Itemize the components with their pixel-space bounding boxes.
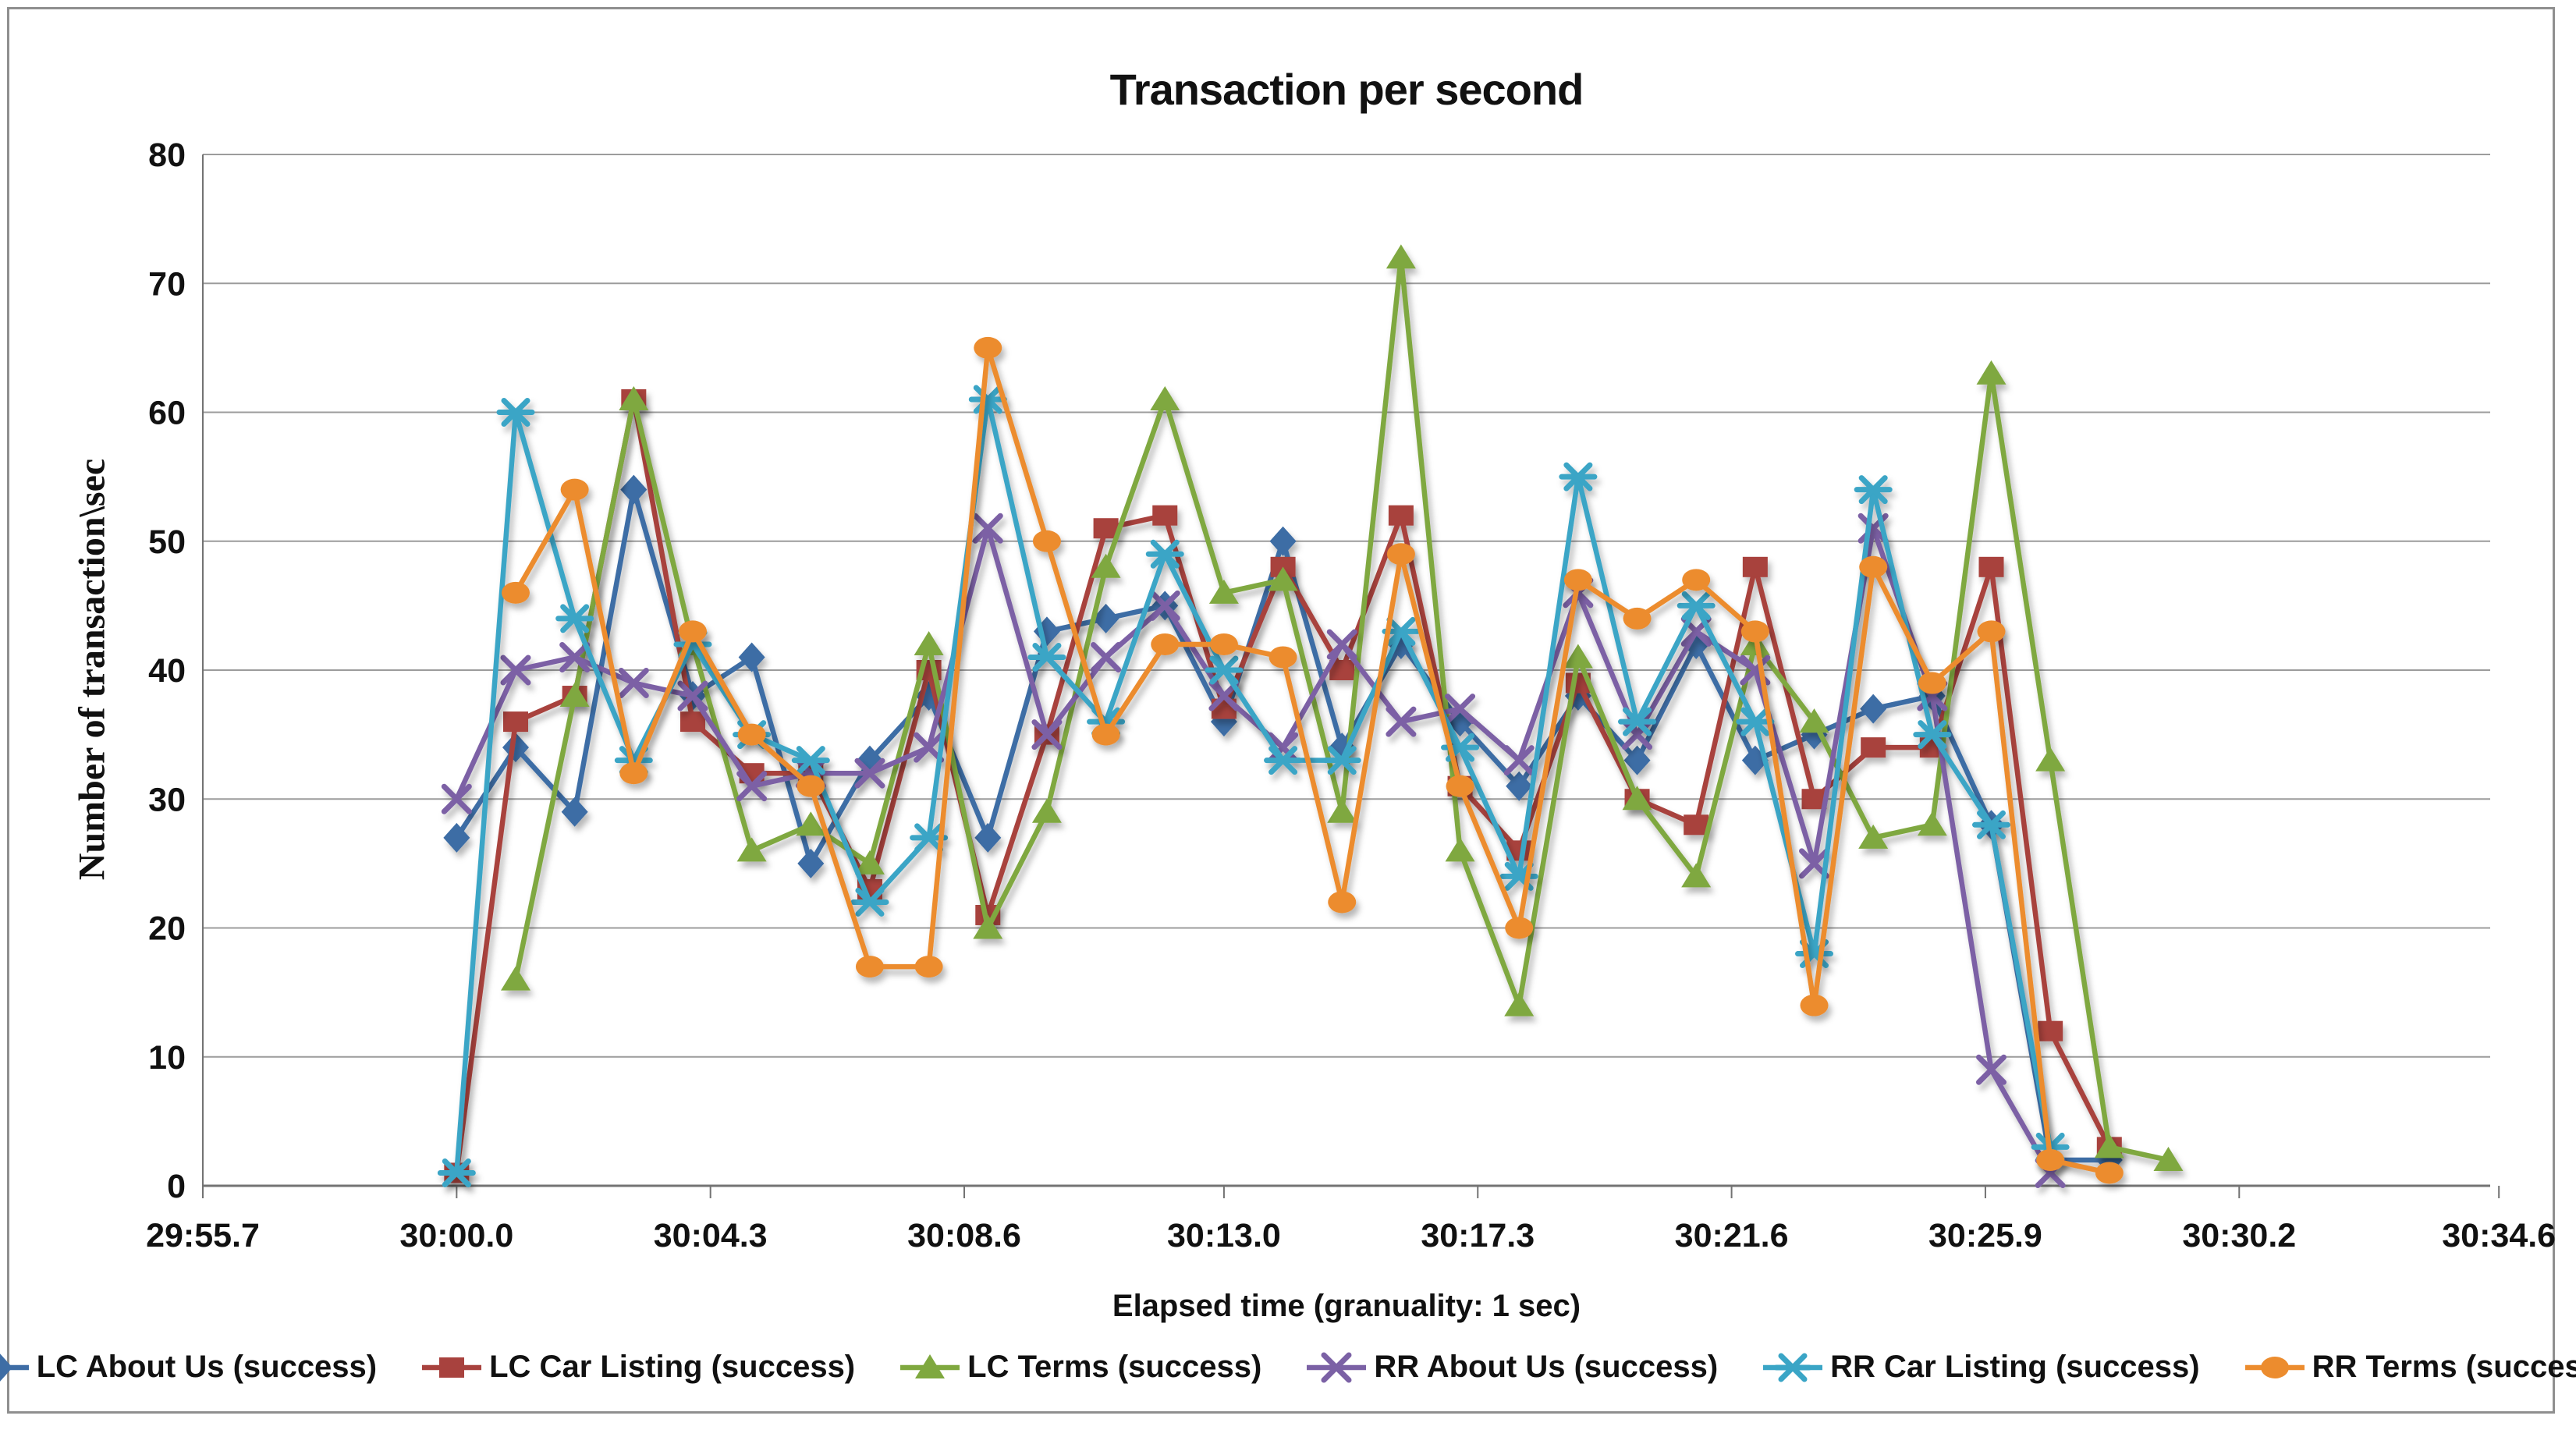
chart-frame [7,7,2555,1414]
legend-item-4: RR About Us (success) [1304,1350,1718,1385]
svg-text:80: 80 [148,137,186,174]
svg-text:30: 30 [148,781,186,818]
y-tick-labels: 0 10 20 30 40 50 60 70 80 [148,137,186,1205]
svg-text:30:04.3: 30:04.3 [654,1217,768,1254]
circle-marker-icon [2244,1356,2305,1378]
series-rr-terms-success [501,336,2124,1184]
legend-item-5: RR Car Listing (success) [1760,1350,2200,1385]
svg-text:30:08.6: 30:08.6 [907,1217,1021,1254]
svg-text:40: 40 [148,652,186,690]
svg-text:20: 20 [148,910,186,948]
asterisk-marker-icon [1763,1353,1823,1382]
svg-text:30:30.2: 30:30.2 [2182,1217,2296,1254]
svg-text:30:13.0: 30:13.0 [1167,1217,1281,1254]
svg-text:30:17.3: 30:17.3 [1421,1217,1535,1254]
svg-text:30:00.0: 30:00.0 [399,1217,513,1254]
legend-label: LC Car Listing (success) [489,1350,856,1384]
chart-title: Transaction per second [1109,65,1584,114]
series-rr-about-us-success [441,513,2066,1188]
chart-legend: LC About Us (success) LC Car Listing (suc… [0,1350,2576,1385]
legend-label: RR About Us (success) [1374,1350,1719,1384]
square-marker-icon [422,1357,482,1378]
series-lc-terms-success [500,244,2184,1171]
svg-text:29:55.7: 29:55.7 [146,1217,260,1254]
svg-text:10: 10 [148,1039,186,1077]
gridlines [203,154,2490,1058]
svg-text:70: 70 [148,265,186,303]
svg-text:30:25.9: 30:25.9 [1928,1217,2042,1254]
legend-item-6: RR Terms (success) [2242,1350,2576,1385]
diamond-marker-icon [0,1353,29,1382]
legend-label: LC About Us (success) [36,1350,378,1384]
svg-text:50: 50 [148,523,186,561]
legend-label: LC Terms (success) [967,1350,1262,1384]
svg-text:60: 60 [148,395,186,432]
legend-item-2: LC Car Listing (success) [419,1350,855,1385]
legend-label: RR Car Listing (success) [1830,1350,2200,1384]
legend-item-3: LC Terms (success) [897,1350,1261,1385]
axes [202,154,2490,1187]
x-marker-icon [1307,1352,1367,1382]
svg-text:30:21.6: 30:21.6 [1675,1217,1789,1254]
legend-label: RR Terms (success) [2312,1350,2576,1384]
triangle-marker-icon [900,1354,960,1378]
x-axis-title: Elapsed time (granuality: 1 sec) [1112,1289,1581,1323]
legend-item-1: LC About Us (success) [0,1350,377,1385]
svg-text:0: 0 [167,1168,186,1205]
series-rr-car-listing-success [437,385,2070,1187]
x-tick-labels: 29:55.7 30:00.0 30:04.3 30:08.6 30:13.0 30:17… [146,1186,2556,1254]
y-axis-title: Number of transaction\sec [71,458,113,881]
svg-text:30:34.6: 30:34.6 [2442,1217,2556,1254]
